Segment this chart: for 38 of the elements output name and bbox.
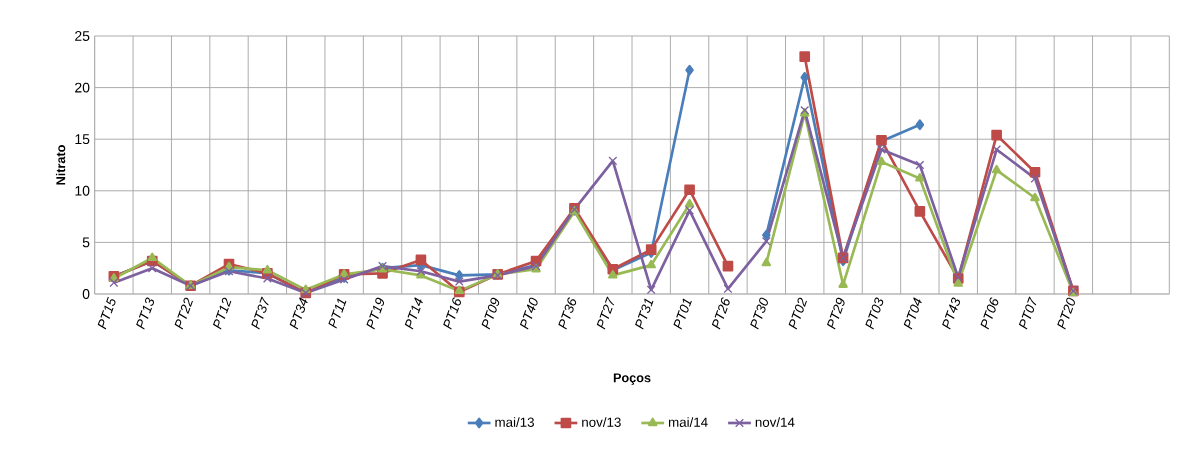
x-tick-label: PT37 [251, 296, 269, 330]
x-tick-label: PT20 [1057, 297, 1075, 330]
x-tick-label: PT13 [136, 297, 154, 330]
x-tick-label: PT30 [750, 297, 768, 330]
x-tick-label: PT27 [596, 296, 615, 330]
x-tick-label: PT14 [404, 297, 423, 330]
x-tick-label: PT12 [212, 297, 232, 330]
legend-label: nov/13 [582, 417, 621, 427]
x-tick-label: PT22 [174, 297, 193, 330]
y-tick-label: 10 [75, 185, 90, 196]
x-tick-label: PT40 [519, 297, 538, 330]
legend-label: nov/14 [755, 417, 795, 427]
y-axis-title: Nitrato [55, 145, 66, 185]
x-tick-label: PT11 [328, 298, 347, 329]
x-tick-label: PT07 [1018, 296, 1037, 330]
y-tick-label: 5 [82, 237, 90, 248]
y-tick-label: 20 [75, 82, 90, 93]
x-tick-label: PT31 [635, 298, 654, 330]
y-tick-label: 15 [75, 134, 90, 145]
x-tick-label: PT09 [481, 297, 500, 330]
y-tick-label: 25 [75, 31, 90, 41]
x-tick-label: PT01 [673, 298, 692, 330]
legend-label: mai/14 [668, 417, 708, 427]
legend-label: mai/13 [495, 417, 534, 427]
x-tick-label: PT43 [942, 297, 960, 330]
x-tick-label: PT02 [788, 297, 807, 330]
x-tick-label: PT03 [865, 297, 884, 330]
x-axis-title: Poços [613, 373, 651, 385]
x-tick-label: PT16 [443, 297, 461, 330]
x-tick-label: PT19 [366, 297, 385, 330]
x-tick-label: PT15 [97, 296, 116, 330]
y-tick-label: 0 [82, 289, 90, 299]
x-tick-label: PT06 [980, 297, 999, 330]
x-tick-label: PT34 [289, 297, 308, 330]
x-tick-label: PT36 [558, 297, 577, 330]
x-tick-label: PT29 [827, 297, 845, 330]
x-tick-label: PT04 [903, 297, 922, 330]
x-tick-label: PT26 [711, 297, 730, 330]
